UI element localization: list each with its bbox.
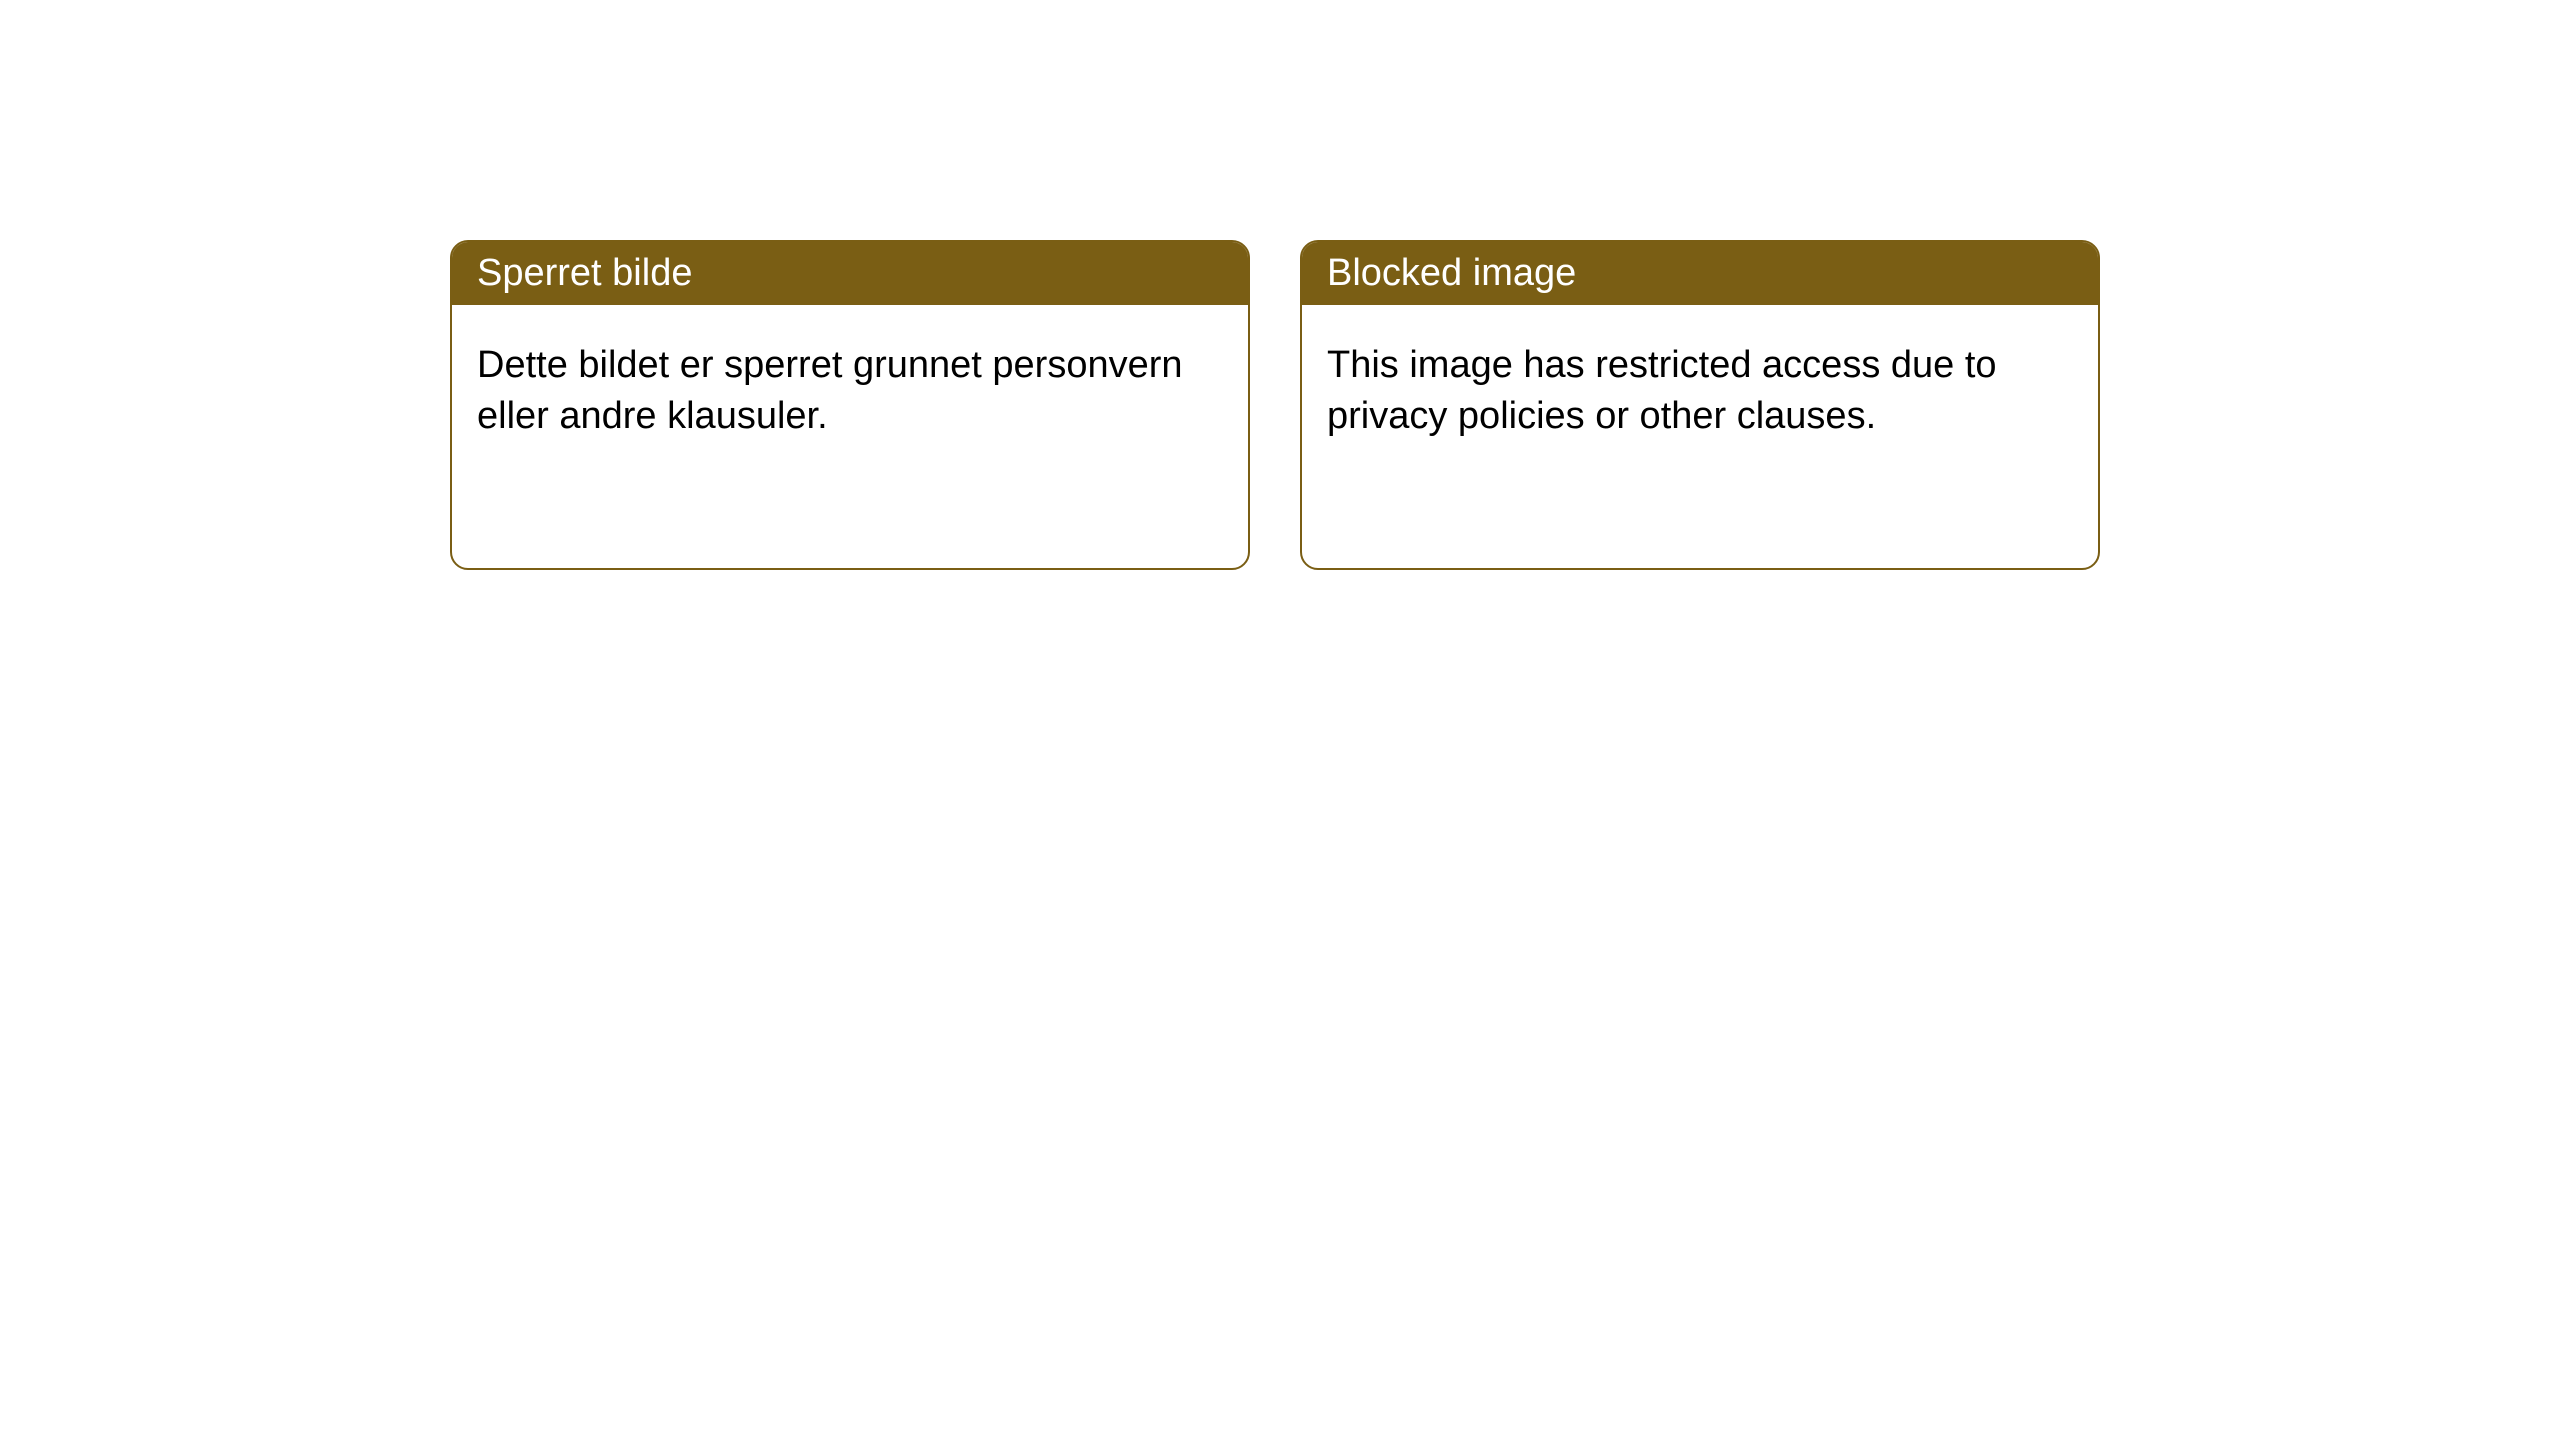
card-header: Sperret bilde [452,242,1248,305]
card-body: This image has restricted access due to … [1302,305,2098,478]
card-body-text: Dette bildet er sperret grunnet personve… [477,344,1183,437]
notice-card-english: Blocked image This image has restricted … [1300,240,2100,570]
card-body: Dette bildet er sperret grunnet personve… [452,305,1248,478]
card-header: Blocked image [1302,242,2098,305]
card-body-text: This image has restricted access due to … [1327,344,1997,437]
notice-card-norwegian: Sperret bilde Dette bildet er sperret gr… [450,240,1250,570]
notice-cards-container: Sperret bilde Dette bildet er sperret gr… [0,0,2560,570]
card-header-text: Sperret bilde [477,252,692,294]
card-header-text: Blocked image [1327,252,1576,294]
